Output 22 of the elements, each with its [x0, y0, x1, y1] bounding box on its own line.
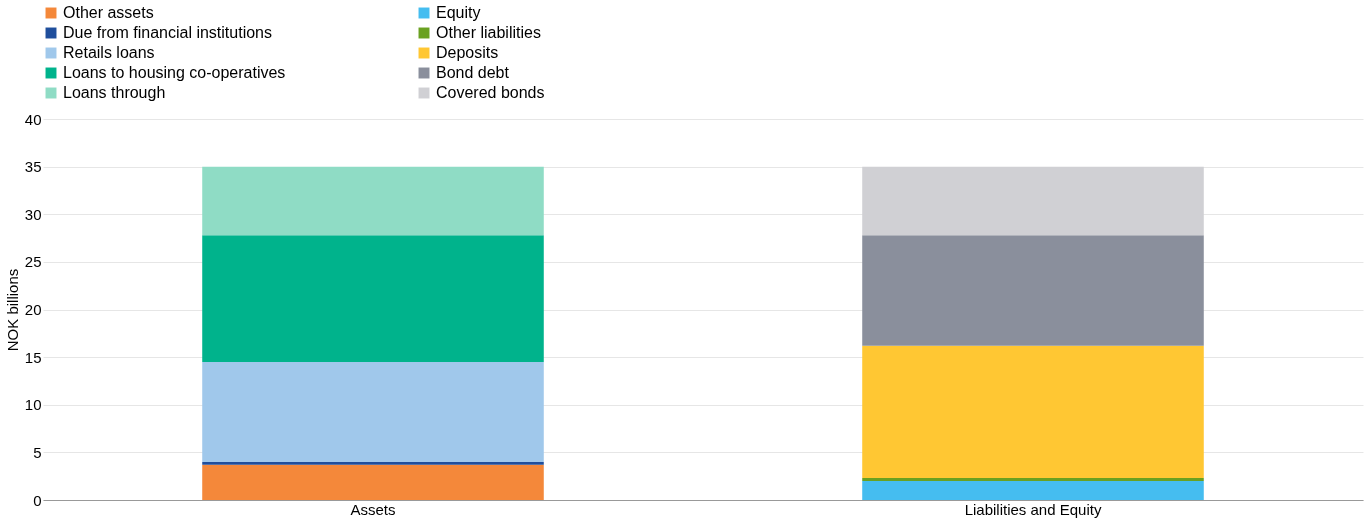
y-tick-label: 10 — [24, 396, 42, 414]
x-tick-label: Liabilities and Equity — [964, 500, 1102, 518]
legend-label: Retails loans — [63, 44, 155, 61]
y-tick-label: 5 — [33, 443, 42, 461]
legend-label: Loans through — [63, 84, 166, 101]
y-tick-label: 40 — [24, 110, 42, 128]
y-tick-label: 25 — [24, 253, 42, 271]
y-tick-label: 0 — [33, 491, 42, 509]
legend-label: Loans to housing co-operatives — [63, 64, 286, 81]
legend-label: Equity — [436, 4, 481, 21]
legend-label: Covered bonds — [436, 84, 545, 101]
x-tick-label: Assets — [350, 500, 396, 518]
legend-label: Due from financial institutions — [63, 24, 272, 41]
legend-label: Other assets — [63, 4, 154, 21]
legend-label: Deposits — [436, 44, 499, 61]
legend-label: Bond debt — [436, 64, 510, 81]
y-tick-label: 35 — [24, 158, 42, 176]
y-tick-label: 20 — [24, 301, 42, 318]
y-axis-title: NOK billions — [3, 268, 21, 352]
legend-label: Other liabilities — [436, 24, 541, 41]
y-tick-label: 30 — [24, 205, 42, 223]
y-tick-label: 15 — [24, 348, 42, 366]
